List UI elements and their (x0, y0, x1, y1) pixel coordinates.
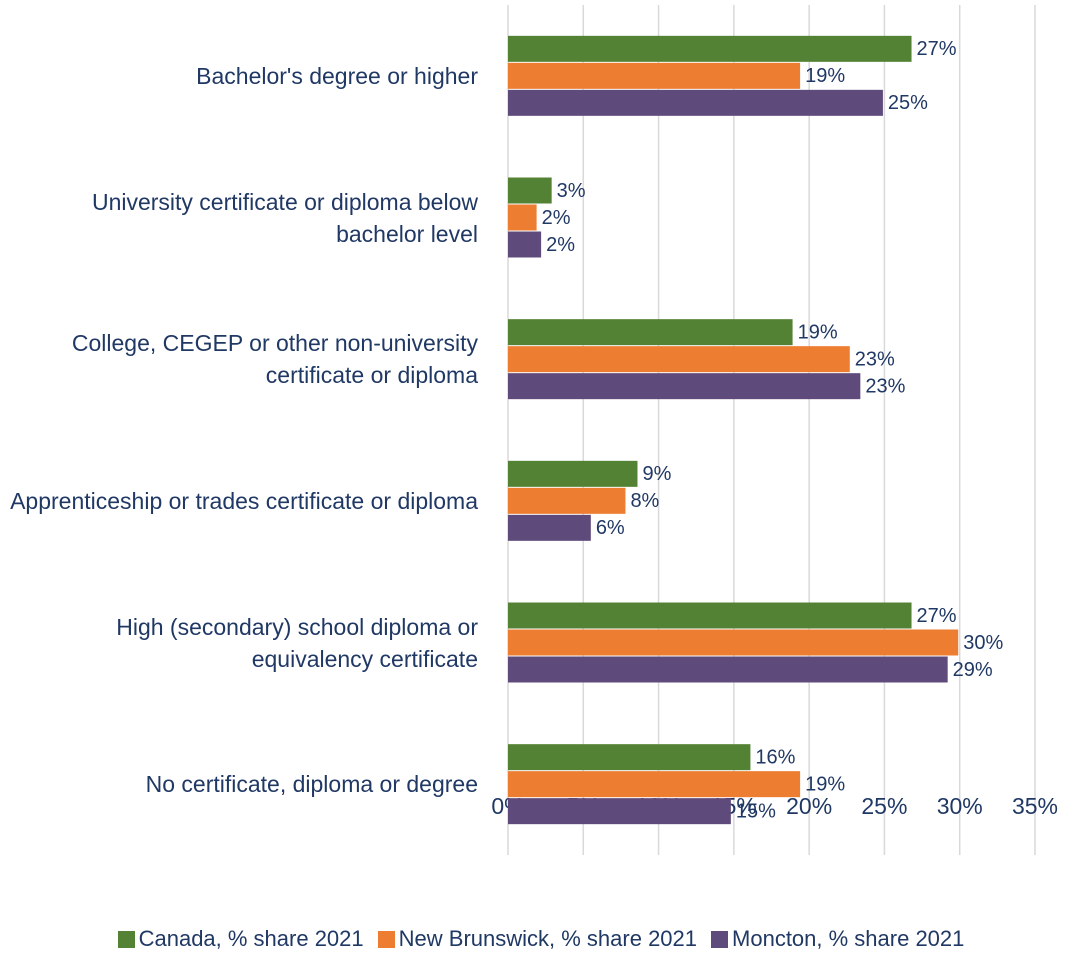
category-label: Bachelor's degree or higher (196, 62, 478, 89)
bar (508, 373, 861, 400)
bar (508, 89, 883, 116)
data-label: 16% (755, 746, 795, 768)
bar (508, 487, 626, 514)
bar (508, 798, 731, 825)
category-label: No certificate, diploma or degree (145, 771, 478, 798)
data-label: 19% (805, 65, 845, 87)
legend-item: Moncton, % share 2021 (711, 926, 964, 952)
legend-label: New Brunswick, % share 2021 (398, 926, 698, 951)
bar (508, 204, 537, 231)
category-label: High (secondary) school diploma or equiv… (116, 613, 478, 672)
data-label: 23% (865, 375, 905, 397)
x-tick-label: 30% (937, 793, 983, 819)
bar (508, 460, 638, 487)
legend-label: Moncton, % share 2021 (732, 926, 965, 951)
legend-swatch (117, 930, 135, 948)
category-label: College, CEGEP or other non-university c… (71, 330, 478, 389)
data-label: 15% (736, 800, 776, 822)
bar (508, 231, 542, 258)
legend-item: Canada, % share 2021 (117, 926, 364, 952)
data-label: 6% (596, 517, 625, 539)
bar (508, 346, 850, 373)
bar (508, 602, 912, 629)
bar (508, 771, 801, 798)
data-label: 2% (546, 234, 575, 256)
data-label: 9% (642, 463, 671, 485)
bar (508, 744, 751, 771)
data-label: 2% (542, 207, 571, 229)
legend: Canada, % share 2021 New Brunswick, % sha… (0, 926, 1082, 952)
data-label: 19% (798, 321, 838, 343)
bar (508, 35, 912, 62)
data-label: 27% (917, 38, 957, 60)
x-tick-label: 25% (861, 793, 907, 819)
category-label: Apprenticeship or trades certificate or … (10, 487, 478, 514)
data-label: 19% (805, 773, 845, 795)
data-label: 23% (855, 348, 895, 370)
x-tick-label: 20% (786, 793, 832, 819)
bar (508, 319, 793, 346)
bar (508, 62, 801, 89)
legend-item: New Brunswick, % share 2021 (377, 926, 698, 952)
legend-swatch (377, 930, 395, 948)
bar (508, 629, 959, 656)
x-tick-label: 35% (1012, 793, 1058, 819)
bar (508, 656, 948, 683)
category-label: University certificate or diploma below … (91, 188, 478, 247)
data-label: 27% (917, 605, 957, 627)
data-label: 29% (953, 659, 993, 681)
data-label: 30% (963, 632, 1003, 654)
bar (508, 514, 591, 541)
data-label: 8% (630, 490, 659, 512)
bar (508, 177, 552, 204)
data-label: 3% (557, 180, 586, 202)
legend-label: Canada, % share 2021 (138, 926, 364, 951)
data-label: 25% (888, 92, 928, 114)
legend-swatch (711, 930, 729, 948)
